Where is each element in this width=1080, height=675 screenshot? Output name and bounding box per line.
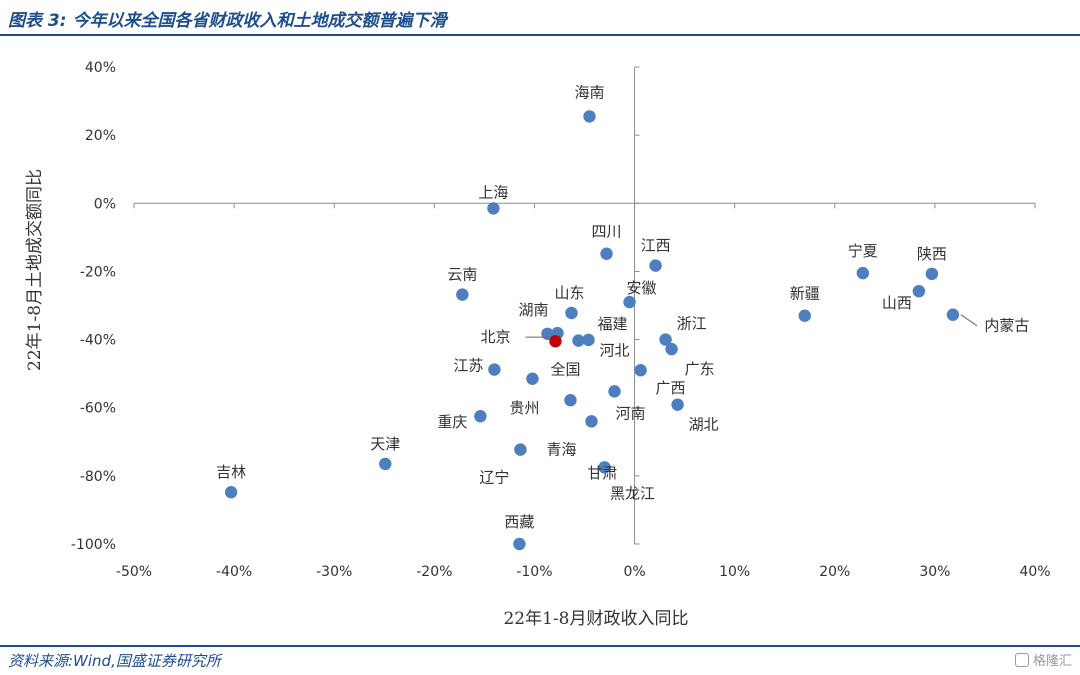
data-point-national [549, 335, 562, 348]
data-point-label: 江西 [641, 237, 671, 255]
y-tick-label: -20% [80, 264, 116, 280]
y-axis-title: 22年1-8月土地成交额同比 [25, 169, 45, 371]
data-point-label: 青海 [546, 440, 576, 458]
x-axis-title: 22年1-8月财政收入同比 [503, 609, 688, 629]
data-point-label: 甘肃 [587, 464, 617, 482]
data-point-label: 全国 [550, 360, 580, 378]
x-tick-label: -50% [116, 564, 152, 580]
data-point [634, 364, 647, 377]
data-point-label: 广东 [685, 360, 715, 378]
x-tick-label: 10% [719, 564, 750, 580]
data-point-label: 天津 [370, 435, 400, 453]
data-point-label: 上海 [478, 183, 508, 201]
data-point-label: 贵州 [509, 399, 539, 417]
data-point-label: 西藏 [504, 513, 534, 531]
data-point-label: 山西 [882, 294, 912, 312]
data-point-label: 海南 [574, 83, 604, 101]
chart-points [224, 110, 960, 551]
watermark-logo-icon [1014, 652, 1029, 667]
data-point [671, 398, 684, 411]
x-tick-label: -40% [216, 564, 252, 580]
data-point [600, 247, 613, 260]
data-point-label: 陕西 [917, 245, 947, 263]
data-point [598, 461, 611, 474]
data-point-label: 山东 [554, 284, 584, 302]
source-note: 资料来源:Wind,国盛证券研究所 [8, 652, 221, 670]
y-tick-label: -100% [71, 537, 116, 553]
data-point-label: 北京 [480, 328, 510, 346]
data-point [474, 410, 487, 423]
y-tick-label: 20% [85, 128, 116, 144]
data-point [623, 295, 636, 309]
x-tick-label: -10% [516, 564, 552, 580]
data-point [925, 267, 939, 281]
figure-title: 图表 3: 今年以来全国各省财政收入和土地成交额普遍下滑 [8, 11, 447, 31]
data-point-label: 安徽 [627, 279, 657, 297]
data-point-label: 重庆 [437, 413, 467, 431]
data-point [514, 443, 527, 456]
x-tick-label: 20% [819, 564, 850, 580]
data-point [379, 457, 392, 471]
watermark: 格隆汇 [1014, 650, 1072, 669]
data-point-label: 广西 [656, 379, 686, 397]
figure-header: 图表 3: 今年以来全国各省财政收入和土地成交额普遍下滑 [0, 0, 1080, 36]
data-point [487, 202, 500, 215]
y-tick-label: -80% [80, 469, 116, 485]
data-point-label: 云南 [447, 266, 477, 284]
data-point [583, 110, 596, 123]
data-point [565, 306, 578, 320]
y-tick-label: 0% [94, 196, 116, 212]
watermark-text: 格隆汇 [1032, 654, 1072, 669]
data-point [946, 308, 960, 321]
data-point [488, 363, 501, 376]
x-tick-label: 30% [919, 564, 950, 580]
data-point [659, 333, 672, 346]
data-point-label: 内蒙古 [984, 317, 1029, 335]
data-point [513, 537, 526, 551]
footer-rule [0, 645, 1080, 647]
y-tick-label: 40% [85, 60, 116, 76]
data-point [582, 333, 595, 347]
chart-tick-labels: -50% -40% -30% -20% -10% 0% 10% 20% 30% 40% 40% 20%… [71, 60, 1051, 580]
data-point-label: 四川 [592, 223, 622, 241]
x-tick-label: 0% [623, 564, 645, 580]
data-point [912, 284, 926, 298]
data-point-label: 湖南 [518, 301, 548, 319]
data-point-label: 福建 [597, 315, 627, 333]
data-point-label: 新疆 [790, 285, 820, 303]
header-rule [0, 34, 1080, 36]
y-tick-label: -60% [80, 401, 116, 417]
data-point [585, 415, 598, 428]
data-point-label: 辽宁 [479, 469, 509, 487]
data-point [224, 486, 238, 499]
x-tick-label: -30% [316, 564, 352, 580]
data-point [608, 385, 621, 398]
data-point [856, 266, 870, 280]
data-point-label: 宁夏 [848, 242, 878, 260]
y-tick-label: -40% [80, 333, 116, 349]
data-point-label: 江苏 [453, 357, 483, 375]
data-point-label: 河北 [599, 342, 629, 360]
data-point [798, 309, 811, 322]
data-point [572, 334, 585, 347]
data-point [564, 394, 577, 407]
x-tick-label: 40% [1019, 564, 1050, 580]
data-point-label: 浙江 [677, 315, 707, 333]
data-point [649, 259, 662, 272]
data-point [526, 372, 539, 385]
data-point-label: 黑龙江 [610, 484, 655, 502]
data-point-label: 吉林 [216, 463, 246, 481]
data-point-label: 河南 [616, 404, 646, 422]
scatter-chart: -50% -40% -30% -20% -10% 0% 10% 20% 30% 40% 40% 20%… [25, 60, 1051, 629]
leader-line [960, 314, 978, 327]
x-tick-label: -20% [416, 564, 452, 580]
data-point-label: 湖北 [689, 416, 719, 434]
data-point [665, 342, 678, 356]
data-point [456, 288, 469, 301]
